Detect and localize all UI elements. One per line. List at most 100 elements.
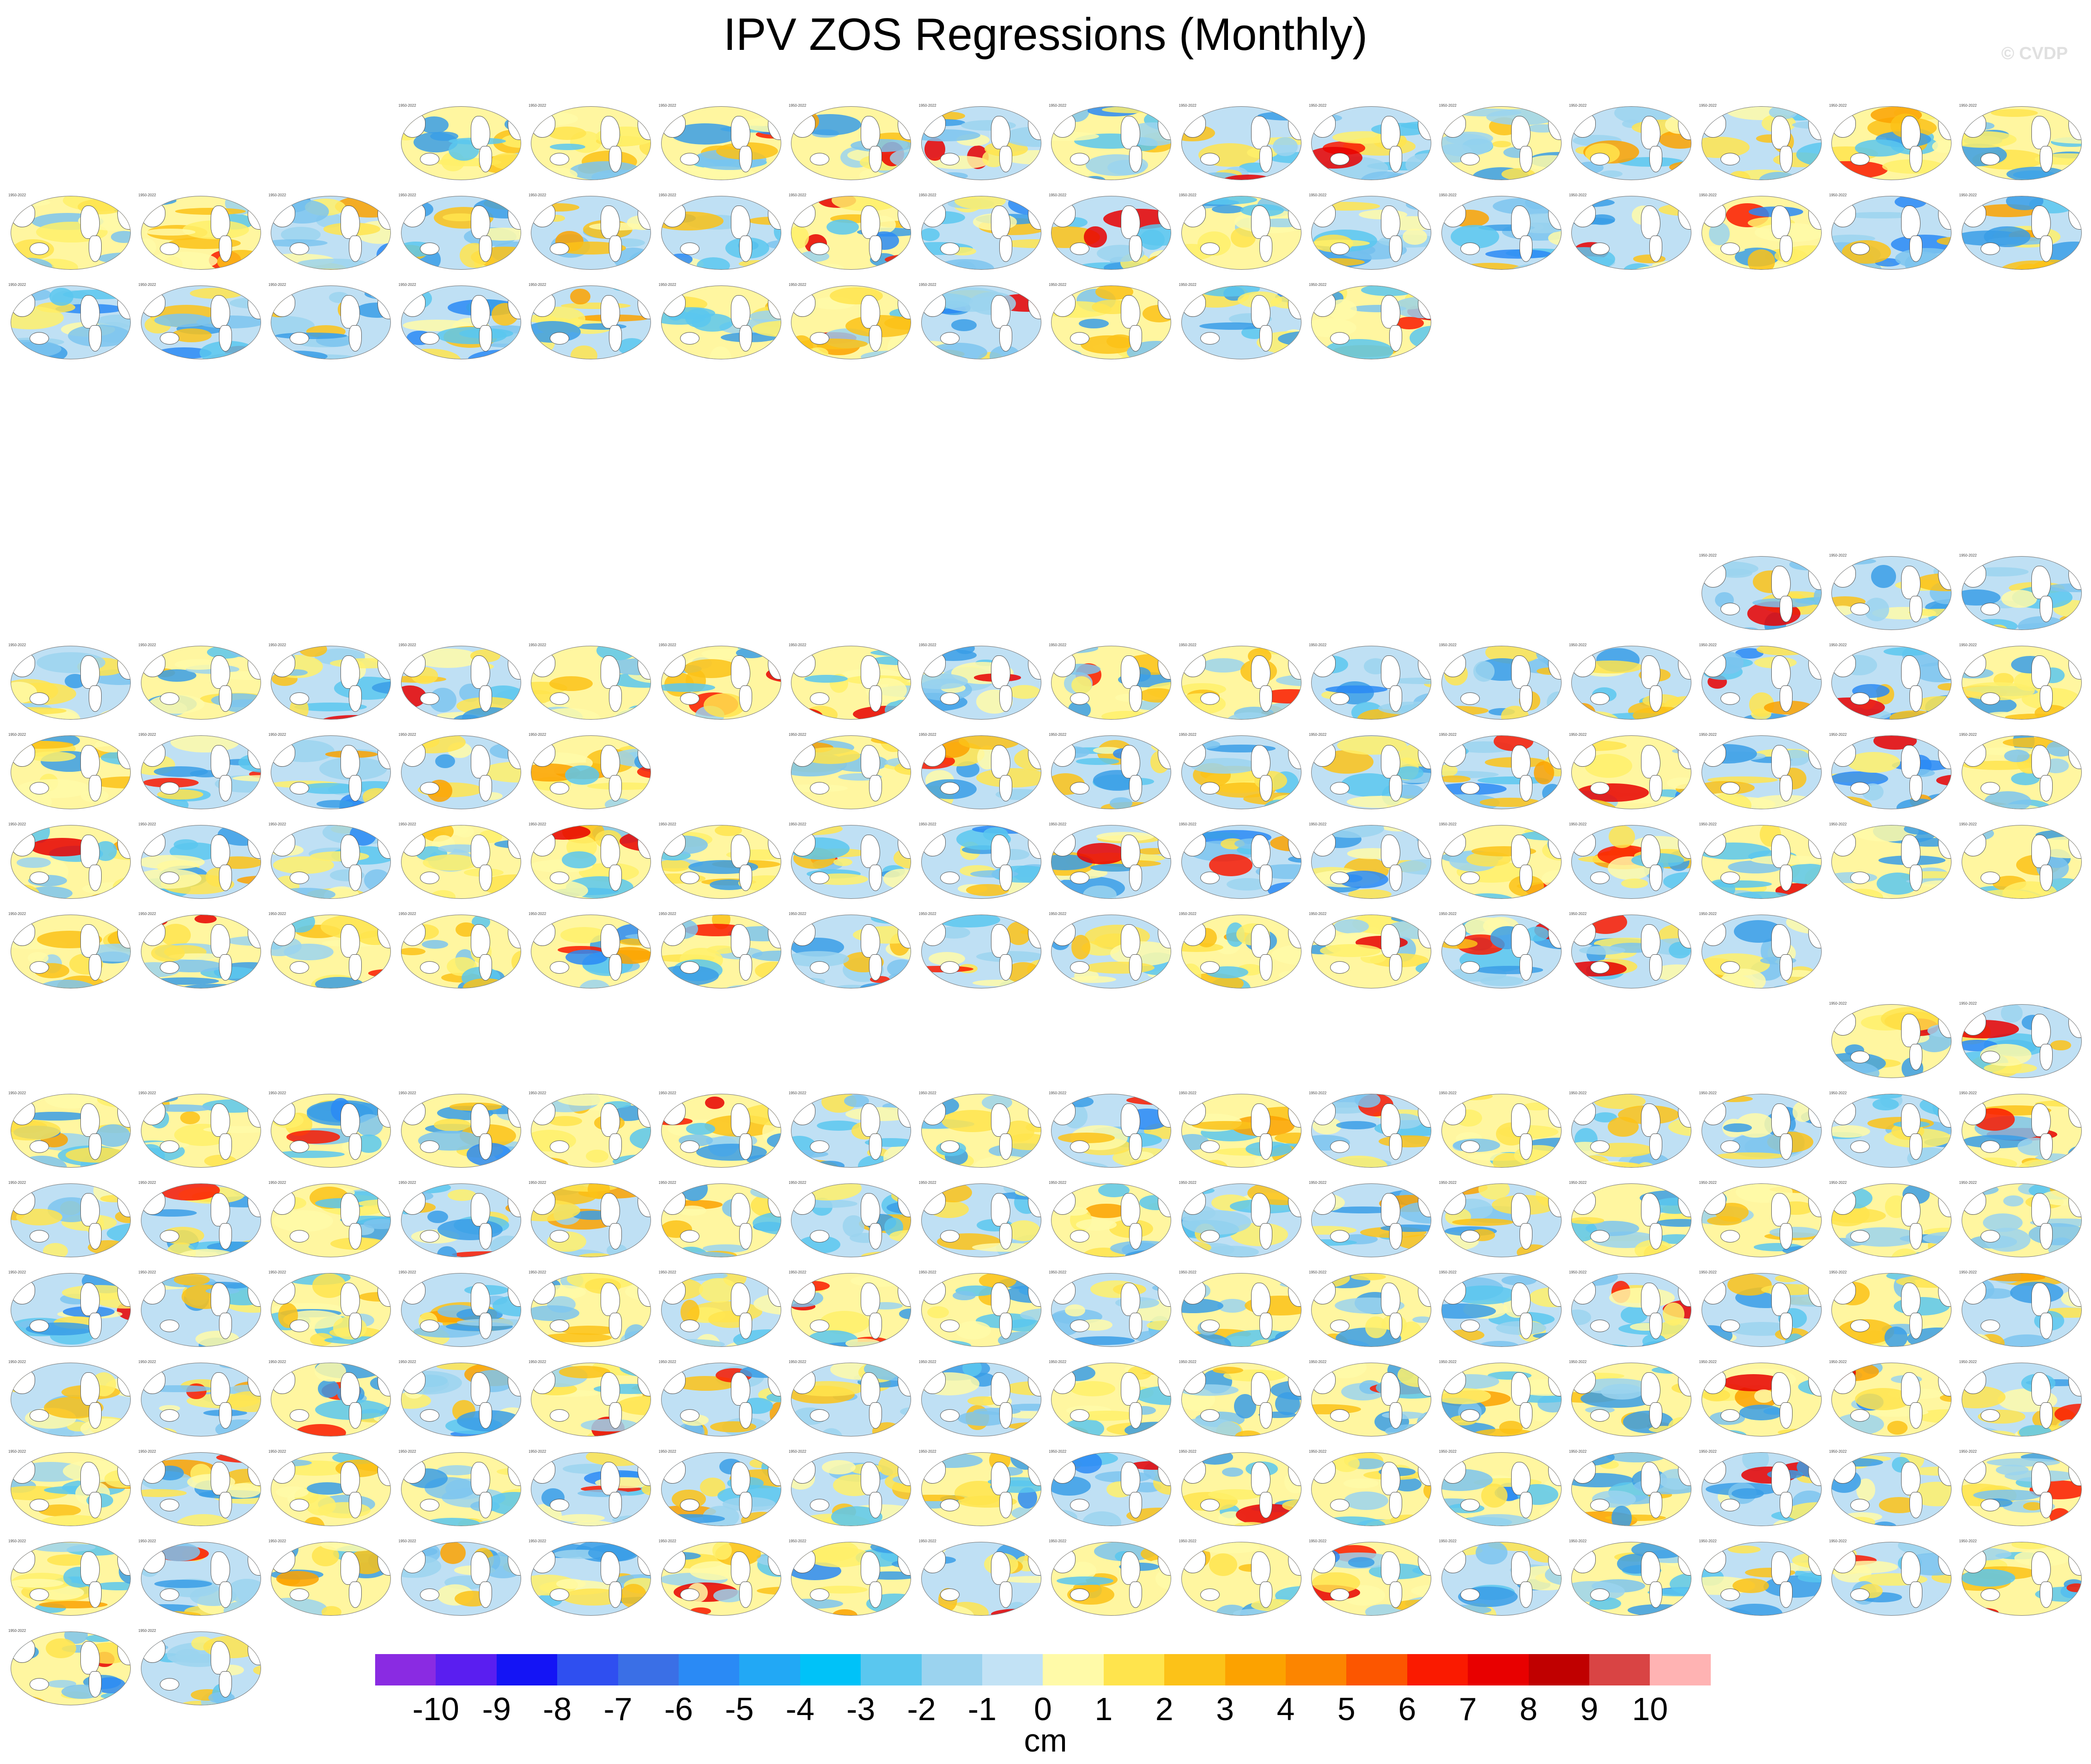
land-mass [89,236,102,262]
global-map [401,1273,521,1347]
land-mass [1389,325,1402,352]
global-map [140,1273,261,1347]
chart-title: IPV ZOS Regressions (Monthly) [723,9,1368,60]
map-panel: 1950-2022 [786,635,916,722]
anomaly-blob [1986,1458,2061,1467]
land-mass [1129,1402,1142,1429]
land-mass [507,920,521,948]
land-mass [991,295,1010,328]
land-mass [1460,872,1480,884]
anomaly-blob [668,254,693,265]
land-mass [1832,114,1856,138]
land-mass [159,1678,179,1691]
land-mass [377,651,390,679]
land-mass [1702,564,1726,588]
land-mass [1808,651,1821,679]
anomaly-blob [896,1335,911,1346]
map-panel: 1950-2022 [786,1083,916,1170]
land-mass [1129,1134,1142,1160]
anomaly-blob [1289,167,1301,180]
anomaly-blob [1221,175,1276,180]
land-mass [2031,566,2051,599]
land-mass [507,1457,521,1486]
global-map [661,1183,781,1257]
land-mass [1720,872,1740,884]
land-mass [1511,1283,1531,1316]
global-map [1961,1183,2082,1257]
anomaly-blob [1333,919,1369,934]
map-panel: 1950-2022 [266,1262,396,1350]
land-mass [1519,1223,1532,1249]
land-mass [991,1372,1010,1406]
anomaly-blob [1441,261,1479,269]
map-panel: 1950-2022 [266,185,396,273]
anomaly-blob [1330,1155,1387,1167]
land-mass [349,1223,362,1249]
anomaly-blob [1076,1219,1117,1231]
land-mass [340,295,360,328]
land-mass [1980,692,2000,705]
map-panel: 1950-2022 [1826,814,1957,902]
panel-period: 1950-2022 [398,822,416,826]
land-mass [1590,153,1610,165]
land-mass [30,692,49,705]
global-map [1441,1183,1562,1257]
panel-period: 1950-2022 [918,1270,936,1274]
map-panel: 1950-2022 [526,1441,656,1529]
land-mass [609,1313,622,1339]
global-map [1311,1094,1431,1168]
anomaly-blob [1192,1121,1258,1130]
global-map [1441,196,1562,270]
map-panel: 1950-2022 [1826,1262,1957,1350]
land-mass [661,922,686,946]
global-map [401,735,521,809]
land-mass [1649,1582,1662,1608]
land-mass [349,1402,362,1429]
global-map [921,646,1041,720]
land-mass [730,1372,750,1406]
anomaly-blob [1501,168,1535,180]
land-mass [550,332,569,345]
anomaly-blob [760,174,781,180]
anomaly-blob [570,288,591,305]
panel-period: 1950-2022 [658,822,676,826]
anomaly-blob [350,266,390,269]
land-mass [2031,1372,2051,1406]
land-mass [159,1140,179,1153]
panel-period: 1950-2022 [268,822,286,826]
global-map [1571,1542,1691,1616]
land-mass [730,1283,750,1316]
map-panel: 1950-2022 [1826,1352,1957,1439]
global-map [1571,1452,1691,1526]
land-mass [1129,1492,1142,1518]
panel-period: 1950-2022 [1699,643,1717,647]
land-mass [940,1409,960,1422]
land-mass [1850,1140,1870,1153]
land-mass [1720,1499,1740,1511]
global-map [140,915,261,988]
global-map [1571,915,1691,988]
land-mass [810,1409,829,1422]
global-map [1831,1183,1951,1257]
global-map [1701,735,1822,809]
anomaly-blob [860,983,900,988]
land-mass [1288,291,1301,319]
global-map [921,735,1041,809]
anomaly-blob [1938,683,1951,691]
land-mass [271,293,295,317]
land-mass [1251,1193,1270,1226]
land-mass [1519,1134,1532,1160]
land-mass [1779,236,1793,262]
anomaly-blob [1343,1491,1388,1510]
map-panel: 1950-2022 [396,814,526,902]
map-panel: 1950-2022 [1826,1441,1957,1529]
land-mass [730,1193,750,1226]
land-mass [1962,1280,1986,1304]
land-mass [1980,1499,2000,1511]
land-mass [1962,564,1986,588]
land-mass [1720,1320,1740,1332]
global-map [661,1094,781,1168]
anomaly-blob [826,219,859,235]
anomaly-blob [1738,627,1760,630]
anomaly-blob [1832,1273,1862,1279]
